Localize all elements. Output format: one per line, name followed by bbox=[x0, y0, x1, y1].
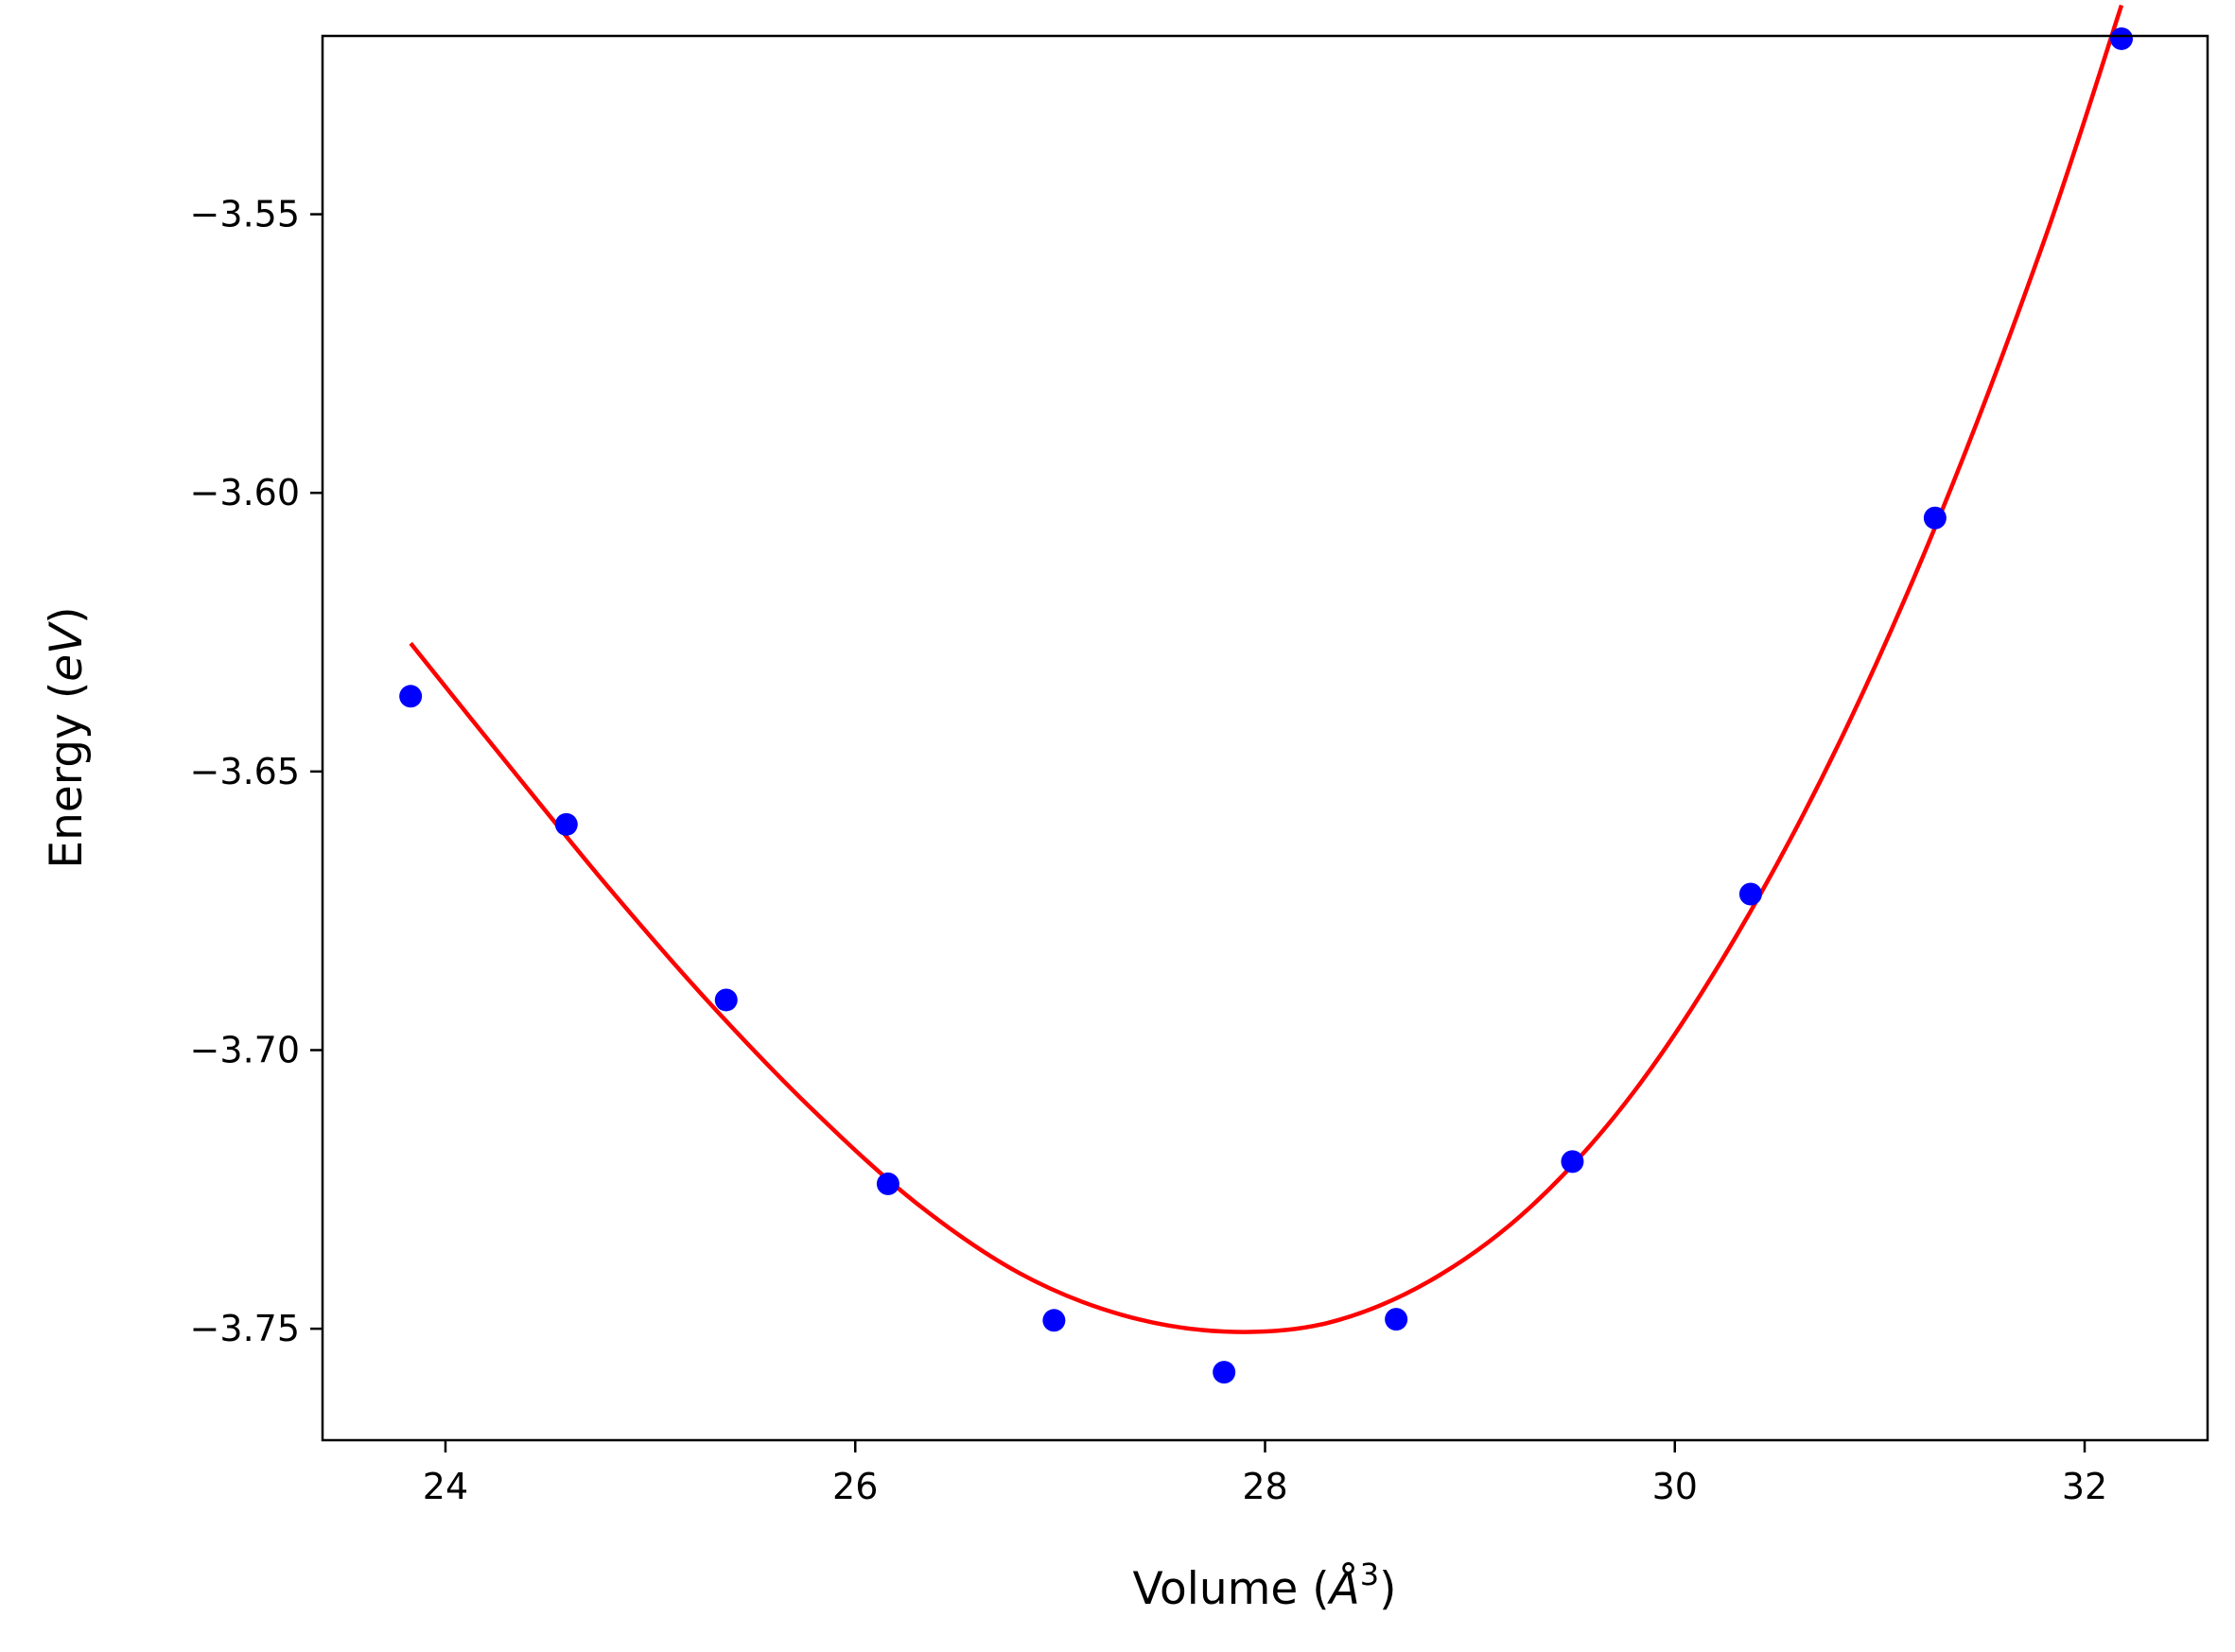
x-axis-label-suffix: ) bbox=[1379, 1563, 1396, 1615]
data-point bbox=[1561, 1150, 1584, 1174]
x-tick-label: 24 bbox=[423, 1466, 468, 1507]
x-axis-label-unit: Å bbox=[1327, 1563, 1360, 1615]
fit-curve-layer bbox=[409, 4, 2124, 1334]
y-tick-label: −3.60 bbox=[190, 472, 300, 513]
y-axis-label-unit: eV bbox=[41, 621, 93, 682]
plot-area bbox=[323, 36, 2208, 1440]
x-tick-label: 28 bbox=[1242, 1466, 1287, 1507]
x-tick-label: 26 bbox=[832, 1466, 878, 1507]
fit-curve-line bbox=[409, 4, 2124, 1334]
x-tick-label: 30 bbox=[1652, 1466, 1698, 1507]
data-point bbox=[1042, 1309, 1066, 1332]
data-point bbox=[1923, 506, 1947, 530]
y-tick-label: −3.75 bbox=[190, 1308, 300, 1349]
data-point bbox=[1213, 1361, 1236, 1384]
y-tick-label: −3.70 bbox=[190, 1030, 300, 1071]
y-axis: −3.55 −3.60 −3.65 −3.70 −3.75 bbox=[190, 194, 323, 1349]
x-axis: 24 26 28 30 32 bbox=[423, 1440, 2107, 1507]
data-point bbox=[554, 812, 578, 836]
x-axis-label-exponent: 3 bbox=[1360, 1556, 1379, 1592]
data-point bbox=[876, 1172, 899, 1195]
data-point bbox=[2110, 26, 2134, 50]
y-axis-label-suffix: ) bbox=[41, 606, 93, 623]
data-point bbox=[714, 988, 738, 1012]
x-axis-label: Volume (Å3) bbox=[1133, 1556, 1397, 1615]
data-point bbox=[1738, 882, 1762, 906]
y-tick-label: −3.65 bbox=[190, 751, 300, 792]
data-points-layer bbox=[399, 26, 2134, 1384]
y-tick-label: −3.55 bbox=[190, 194, 300, 235]
y-axis-label-prefix: Energy ( bbox=[41, 682, 93, 869]
x-tick-label: 32 bbox=[2062, 1466, 2107, 1507]
y-axis-label: Energy (eV) bbox=[41, 606, 93, 868]
data-point bbox=[399, 685, 423, 708]
data-point bbox=[1385, 1308, 1408, 1331]
x-axis-label-prefix: Volume ( bbox=[1133, 1563, 1330, 1615]
